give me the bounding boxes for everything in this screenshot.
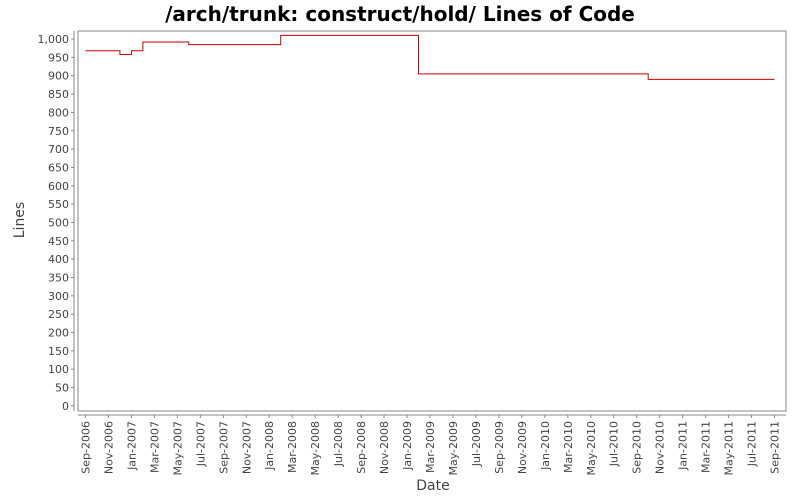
y-tick-label: 900 [48, 70, 69, 83]
x-tick-label: Sep-2011 [769, 421, 782, 474]
x-tick-label: Jan-2010 [539, 421, 552, 471]
x-tick-label: Nov-2010 [654, 421, 667, 474]
x-tick-label: May-2007 [171, 421, 184, 476]
y-tick-label: 850 [48, 88, 69, 101]
plot-area [77, 30, 787, 412]
y-tick-label: 250 [48, 308, 69, 321]
y-tick-label: 800 [48, 106, 69, 119]
y-tick-label: 600 [48, 180, 69, 193]
x-tick-label: Sep-2007 [217, 421, 230, 474]
y-tick-label: 700 [48, 143, 69, 156]
y-tick-label: 400 [48, 253, 69, 266]
x-tick-label: Jul-2007 [194, 421, 207, 467]
y-tick-label: 200 [48, 327, 69, 340]
x-tick-label: Mar-2011 [700, 421, 713, 473]
x-tick-label: Nov-2008 [378, 421, 391, 474]
x-tick-label: Jul-2010 [608, 421, 621, 467]
y-tick-label: 500 [48, 216, 69, 229]
y-tick-label: 750 [48, 125, 69, 138]
x-tick-label: Jan-2011 [677, 421, 690, 471]
x-tick-label: Jul-2011 [746, 421, 759, 467]
y-tick-label: 650 [48, 161, 69, 174]
x-tick-label: Sep-2010 [631, 421, 644, 474]
y-tick-label: 1,000 [38, 33, 70, 46]
x-tick-label: Jul-2009 [470, 421, 483, 467]
y-tick-label: 350 [48, 271, 69, 284]
y-tick-label: 300 [48, 290, 69, 303]
x-tick-label: Mar-2008 [286, 421, 299, 473]
x-tick-label: May-2010 [585, 421, 598, 476]
y-tick-label: 950 [48, 51, 69, 64]
y-tick-label: 0 [62, 400, 69, 413]
x-tick-label: Nov-2007 [240, 421, 253, 474]
x-tick-label: Sep-2008 [355, 421, 368, 474]
x-tick-label: Jan-2008 [263, 421, 276, 471]
x-tick-label: Jan-2007 [125, 421, 138, 471]
x-tick-label: Sep-2009 [493, 421, 506, 474]
x-tick-label: May-2011 [723, 421, 736, 476]
x-tick-label: Nov-2006 [102, 421, 115, 474]
x-tick-label: Mar-2010 [562, 421, 575, 473]
y-tick-label: 150 [48, 345, 69, 358]
x-tick-label: Nov-2009 [516, 421, 529, 474]
y-tick-label: 450 [48, 235, 69, 248]
x-tick-label: Mar-2009 [424, 421, 437, 473]
data-line [85, 34, 775, 80]
chart-title: /arch/trunk: construct/hold/ Lines of Co… [165, 2, 635, 26]
y-axis-title: Lines [12, 202, 28, 238]
x-tick-label: Jul-2008 [332, 421, 345, 467]
x-tick-label: Mar-2007 [148, 421, 161, 473]
y-tick-label: 50 [55, 382, 69, 395]
x-tick-label: Jan-2009 [401, 421, 414, 471]
x-axis-title: Date [416, 478, 449, 494]
x-tick-label: May-2008 [309, 421, 322, 476]
x-tick-label: Sep-2006 [79, 421, 92, 474]
x-tick-label: May-2009 [447, 421, 460, 476]
y-tick-label: 550 [48, 198, 69, 211]
y-tick-label: 100 [48, 363, 69, 376]
